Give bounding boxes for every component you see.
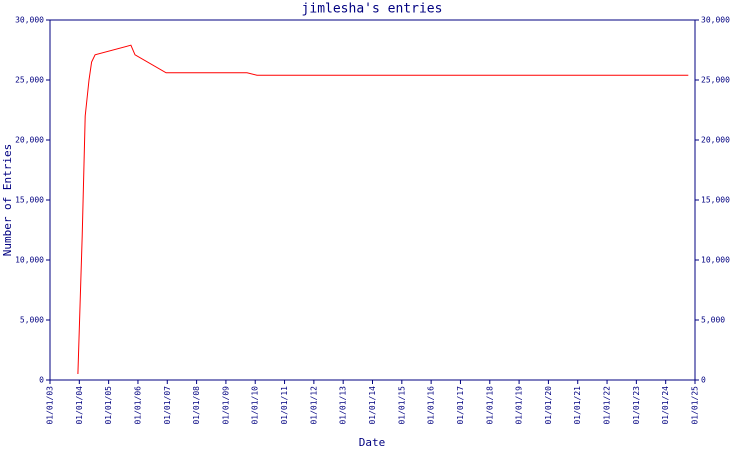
x-tick-label: 01/01/14 — [368, 386, 377, 425]
y-tick-label: 0 — [39, 376, 44, 385]
x-tick-label: 01/01/03 — [46, 386, 55, 425]
x-tick-label: 01/01/17 — [456, 386, 465, 425]
x-tick-label: 01/01/07 — [163, 386, 172, 425]
y-tick-label: 30,000 — [15, 16, 44, 25]
y-tick-label: 25,000 — [15, 76, 44, 85]
y-axis-label: Number of Entries — [1, 144, 14, 257]
y-tick-label: 5,000 — [20, 316, 44, 325]
y2-tick-label: 5,000 — [701, 316, 725, 325]
x-tick-label: 01/01/25 — [691, 386, 700, 425]
y-tick-label: 15,000 — [15, 196, 44, 205]
plot-frame — [49, 19, 696, 381]
x-tick-label: 01/01/21 — [573, 386, 582, 425]
x-tick-label: 01/01/16 — [427, 386, 436, 425]
x-tick-label: 01/01/05 — [104, 386, 113, 425]
x-tick-label: 01/01/06 — [133, 386, 142, 425]
x-axis-label: Date — [359, 436, 386, 449]
x-tick-label: 01/01/04 — [75, 386, 84, 425]
x-tick-label: 01/01/22 — [603, 386, 612, 425]
x-tick-label: 01/01/12 — [309, 386, 318, 425]
chart-title: jimlesha's entries — [302, 2, 443, 17]
x-tick-label: 01/01/15 — [397, 386, 406, 425]
x-tick-label: 01/01/24 — [661, 386, 670, 425]
x-tick-label: 01/01/18 — [485, 386, 494, 425]
x-tick-label: 01/01/09 — [221, 386, 230, 425]
y2-tick-label: 15,000 — [701, 196, 730, 205]
x-tick-label: 01/01/20 — [544, 386, 553, 425]
x-tick-label: 01/01/10 — [251, 386, 260, 425]
y-tick-label: 20,000 — [15, 136, 44, 145]
y-tick-label: 10,000 — [15, 256, 44, 265]
x-tick-label: 01/01/08 — [192, 386, 201, 425]
y2-tick-label: 10,000 — [701, 256, 730, 265]
x-tick-label: 01/01/11 — [280, 386, 289, 425]
x-tick-label: 01/01/13 — [339, 386, 348, 425]
y2-tick-label: 25,000 — [701, 76, 730, 85]
y2-tick-label: 20,000 — [701, 136, 730, 145]
x-tick-label: 01/01/19 — [515, 386, 524, 425]
y2-tick-label: 30,000 — [701, 16, 730, 25]
y2-tick-label: 0 — [701, 376, 706, 385]
x-tick-label: 01/01/23 — [632, 386, 641, 425]
line-series — [77, 44, 689, 375]
